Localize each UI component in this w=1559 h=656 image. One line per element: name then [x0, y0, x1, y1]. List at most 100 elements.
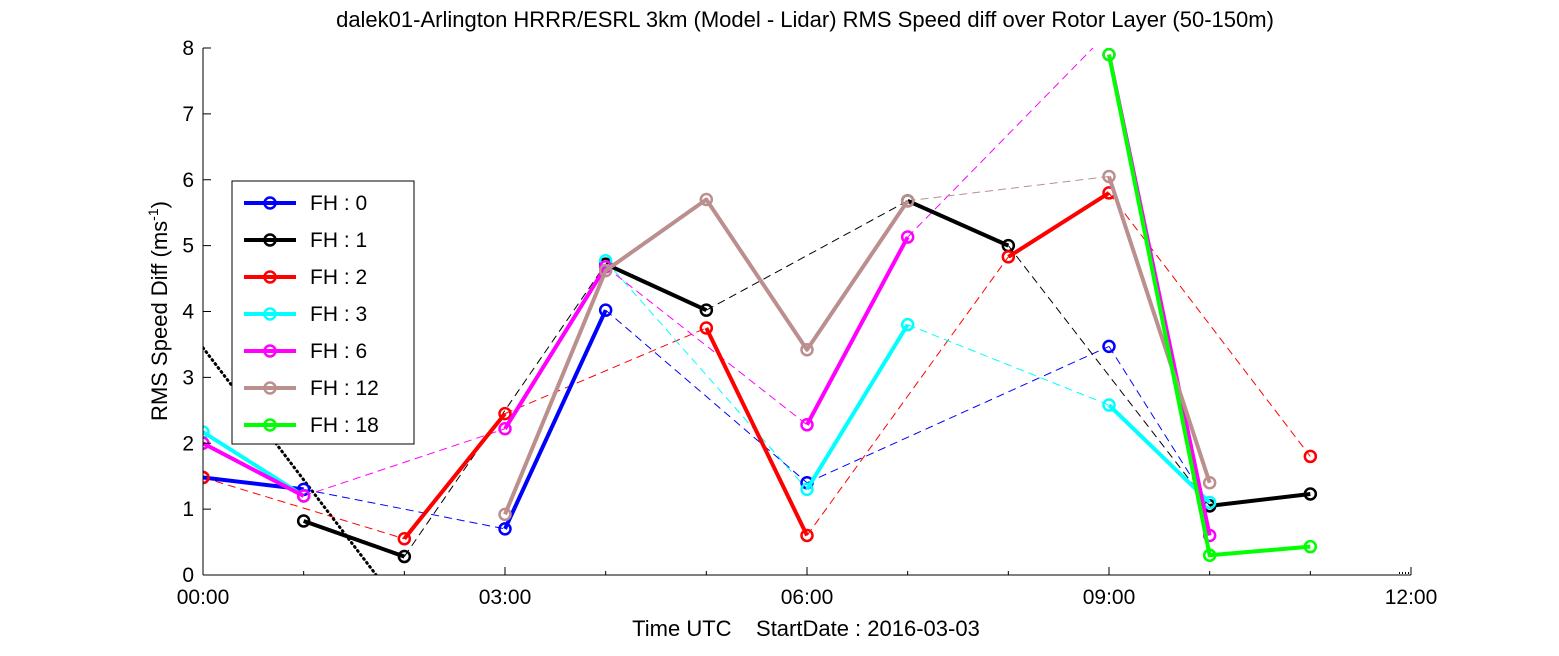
series-5-solid-segment	[1107, 175, 1212, 484]
series-2-point	[498, 406, 512, 421]
series-0-dashed-segment	[605, 309, 808, 484]
series-5-point	[498, 507, 512, 522]
series-5-dashed-segment	[907, 175, 1110, 202]
legend-marker-2	[263, 270, 277, 284]
series-4-point	[800, 418, 814, 432]
series-5-solid-segment	[503, 197, 910, 516]
series-5-point	[800, 342, 814, 357]
series-1-point	[699, 303, 714, 317]
series-3-point	[900, 317, 915, 332]
series-3-solid-segment	[805, 323, 910, 491]
series-2-solid-segment	[704, 327, 809, 537]
legend-marker-0	[263, 196, 277, 210]
x-tick-label: 03:00	[479, 586, 532, 609]
series-6-point	[1202, 548, 1217, 562]
series-1-point	[397, 549, 412, 564]
series-5-point	[1202, 476, 1217, 490]
x-axis-label: Time UTC StartDate : 2016-03-03	[632, 616, 980, 641]
legend-label: FH : 6	[310, 340, 367, 363]
y-tick-label: 8	[182, 37, 194, 60]
legend-label: FH : 18	[310, 414, 379, 437]
legend-marker-3	[263, 307, 277, 321]
series-2-dashed-segment	[1108, 192, 1311, 457]
y-tick-label: 3	[182, 366, 194, 389]
series-4-point	[498, 422, 512, 436]
legend-marker-5	[263, 381, 277, 395]
series-3-point	[203, 425, 210, 439]
series-4-dashed-segment	[907, 48, 1094, 238]
series-0-point	[1102, 339, 1116, 354]
series-2-solid-segment	[1007, 191, 1111, 259]
y-axis-label: RMS Speed Diff (ms-1)	[145, 201, 172, 421]
legend-label: FH : 3	[310, 303, 367, 326]
series-2-point	[800, 528, 814, 543]
series-1-point	[296, 514, 311, 528]
series-6-solid-segment	[1107, 54, 1311, 558]
series-1-point	[1303, 487, 1318, 501]
legend-label: FH : 2	[310, 266, 367, 289]
x-tick-label: 00:00	[177, 586, 230, 609]
x-tick-label: 06:00	[781, 586, 834, 609]
legend-marker-4	[263, 344, 277, 358]
series-0-point	[598, 303, 613, 317]
series-2-point	[1303, 449, 1318, 464]
series-1-solid-segment	[906, 199, 1010, 248]
legend-label: FH : 0	[310, 192, 367, 215]
y-tick-label: 2	[182, 432, 194, 455]
series-3-solid-segment	[1107, 403, 1212, 504]
legend-marker-1	[263, 233, 277, 247]
chart-title: dalek01-Arlington HRRR/ESRL 3km (Model -…	[336, 7, 1274, 32]
x-tick-label: 12:00	[1385, 586, 1438, 609]
series-2-point	[203, 470, 210, 485]
series-1-solid-segment	[303, 519, 405, 559]
series-0-solid-segment	[503, 309, 608, 530]
series-3-point	[1102, 398, 1116, 412]
series-5-point	[598, 263, 613, 278]
y-tick-label: 6	[182, 169, 194, 192]
series-5-point	[699, 192, 714, 207]
series-0-point	[498, 522, 512, 536]
series-2-dashed-segment	[504, 327, 707, 415]
x-tick-label: 09:00	[1083, 586, 1136, 609]
series-6-point	[1303, 539, 1318, 554]
y-tick-label: 1	[182, 498, 194, 521]
y-axis-label-superscript: -1	[145, 208, 161, 221]
y-tick-label: 4	[182, 301, 194, 324]
y-tick-label: 7	[182, 103, 194, 126]
series-4-solid-segment	[805, 236, 910, 426]
series-2-dashed-segment	[203, 477, 405, 540]
legend-label: FH : 12	[310, 377, 379, 400]
series-1-dashed-segment	[1007, 245, 1211, 507]
series-2-point	[699, 321, 714, 335]
series-3-dashed-segment	[605, 260, 808, 490]
series-1-solid-segment	[1209, 491, 1311, 508]
series-5-point	[900, 194, 915, 208]
y-axis-label-main: RMS Speed Diff (ms	[147, 221, 172, 421]
series-4-dashed-segment	[605, 266, 808, 426]
series-1-solid-segment	[604, 262, 708, 313]
series-2-dashed-segment	[806, 256, 1009, 536]
series-3-dashed-segment	[907, 324, 1110, 406]
series-3-point	[800, 482, 814, 497]
series-2-point	[397, 532, 412, 546]
series-4-solid-segment	[503, 265, 608, 430]
series-layer	[203, 48, 1318, 575]
series-0-dashed-segment	[303, 488, 506, 530]
y-tick-label: 0	[182, 564, 194, 587]
legend-label: FH : 1	[310, 229, 367, 252]
series-6-point	[1102, 48, 1116, 62]
series-4-point	[296, 489, 311, 503]
series-4-point	[900, 230, 915, 244]
series-1-dashed-segment	[403, 263, 607, 557]
series-5-point	[1102, 169, 1116, 184]
legend-marker-6	[263, 418, 277, 432]
series-4-dashed-segment	[303, 428, 506, 497]
series-2-solid-segment	[402, 412, 507, 541]
series-2-point	[1001, 250, 1016, 264]
y-axis-label-close: )	[147, 201, 172, 208]
series-4-solid-segment	[203, 441, 305, 498]
legend: FH : 0 FH : 1 FH : 2 FH : 3 FH : 6 FH : 12 FH …	[231, 180, 415, 445]
y-tick-label: 5	[182, 235, 194, 258]
series-0-dashed-segment	[806, 345, 1110, 484]
